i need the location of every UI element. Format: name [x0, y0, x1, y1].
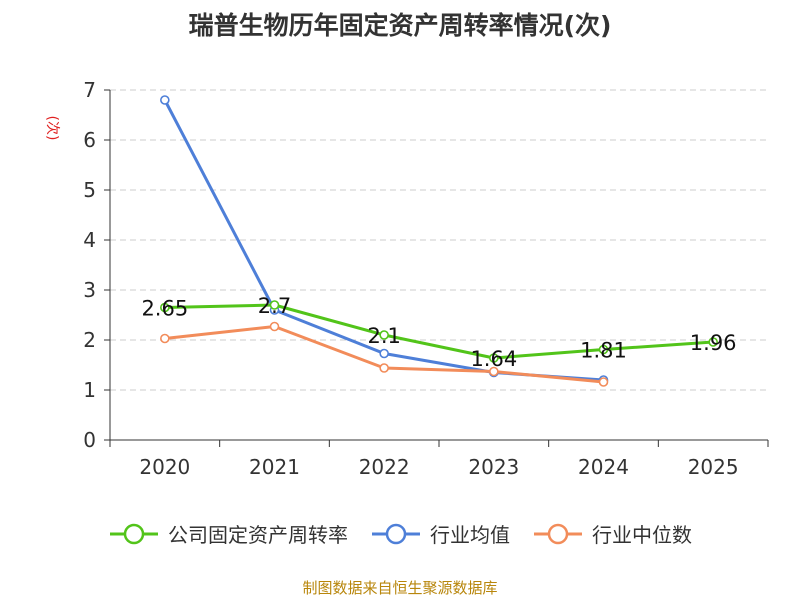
data-label: 1.64	[470, 347, 517, 371]
y-tick-label: 3	[83, 278, 96, 302]
y-tick-label: 0	[83, 428, 96, 452]
x-tick-label: 2024	[578, 455, 629, 479]
data-point[interactable]	[598, 377, 609, 387]
x-tick-label: 2020	[139, 455, 190, 479]
legend-label: 公司固定资产周转率	[168, 523, 348, 547]
x-tick-label: 2022	[359, 455, 410, 479]
data-point[interactable]	[379, 348, 389, 359]
legend-swatch-marker	[385, 523, 407, 544]
data-label: 1.81	[580, 339, 627, 363]
legend-swatch	[372, 523, 420, 544]
data-source-note: 制图数据来自恒生聚源数据库	[302, 579, 498, 597]
x-tick-label: 2021	[249, 455, 300, 479]
data-point[interactable]	[379, 363, 389, 373]
chart-title: 瑞普生物历年固定资产周转率情况(次)	[188, 11, 612, 40]
legend-swatch-marker	[547, 523, 569, 544]
legend-item[interactable]: 行业中位数	[532, 519, 692, 548]
data-label: 2.1	[367, 324, 400, 348]
data-label: 2.7	[258, 294, 291, 318]
legend-swatch-marker	[123, 523, 145, 544]
data-point[interactable]	[489, 353, 499, 363]
legend-swatch	[110, 523, 158, 544]
data-label: 1.96	[690, 331, 737, 355]
y-axis-label: (次)	[44, 116, 60, 141]
legend-label: 行业中位数	[592, 523, 692, 547]
data-label: 2.65	[141, 297, 188, 321]
y-tick-label: 5	[83, 178, 96, 202]
legend-item[interactable]: 行业均值	[370, 519, 510, 548]
data-point[interactable]	[269, 300, 280, 310]
legend-swatch	[534, 523, 582, 544]
series-line	[164, 303, 714, 360]
x-tick-label: 2023	[468, 455, 519, 479]
data-point[interactable]	[379, 330, 389, 340]
y-tick-label: 2	[83, 328, 96, 352]
data-point[interactable]	[489, 366, 499, 377]
data-point[interactable]	[708, 337, 718, 347]
y-tick-label: 1	[83, 378, 96, 402]
data-point[interactable]	[160, 333, 170, 344]
y-tick-label: 7	[83, 78, 96, 102]
legend-label: 行业均值	[430, 523, 510, 547]
y-tick-label: 6	[83, 128, 96, 152]
data-point[interactable]	[160, 95, 170, 105]
data-point[interactable]	[269, 321, 280, 332]
legend: 公司固定资产周转率 行业均值 行业中位数	[0, 519, 800, 548]
x-tick-label: 2025	[688, 455, 739, 479]
legend-item[interactable]: 公司固定资产周转率	[108, 519, 348, 548]
data-point[interactable]	[160, 302, 170, 313]
y-tick-label: 4	[83, 228, 96, 252]
data-point[interactable]	[598, 344, 609, 355]
